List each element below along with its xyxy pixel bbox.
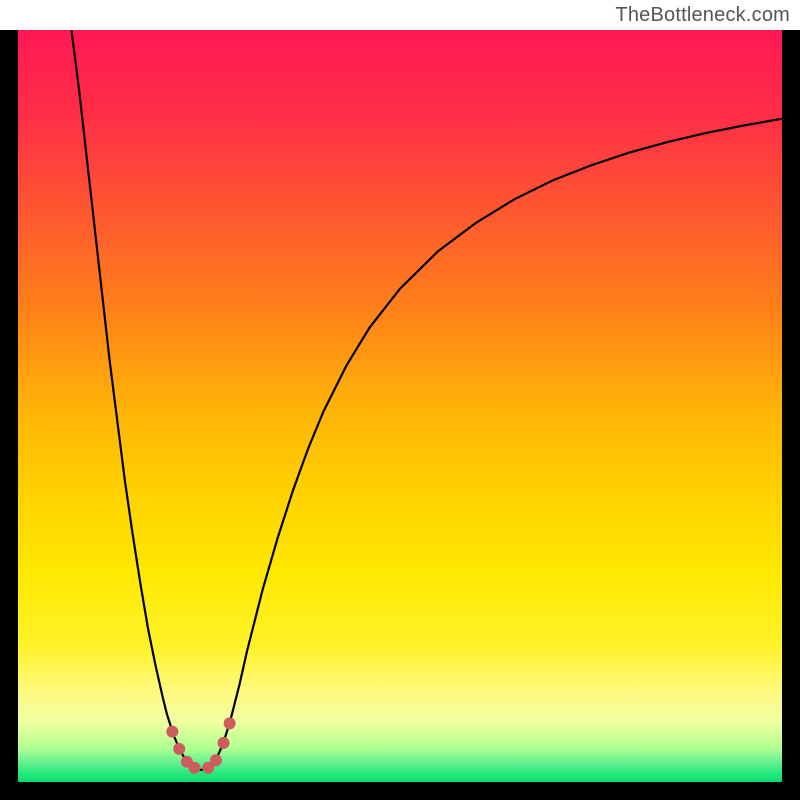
data-marker [224, 717, 236, 729]
curve-left [71, 30, 201, 770]
data-marker [218, 737, 230, 749]
curve-layer [18, 30, 782, 782]
data-marker [166, 726, 178, 738]
data-marker [173, 743, 185, 755]
plot-area [18, 30, 782, 782]
watermark-text: TheBottleneck.com [615, 4, 790, 27]
data-marker [188, 762, 200, 774]
curve-right [201, 119, 782, 770]
marker-group [166, 717, 235, 773]
chart-canvas: TheBottleneck.com [0, 0, 800, 800]
data-marker [210, 754, 222, 766]
